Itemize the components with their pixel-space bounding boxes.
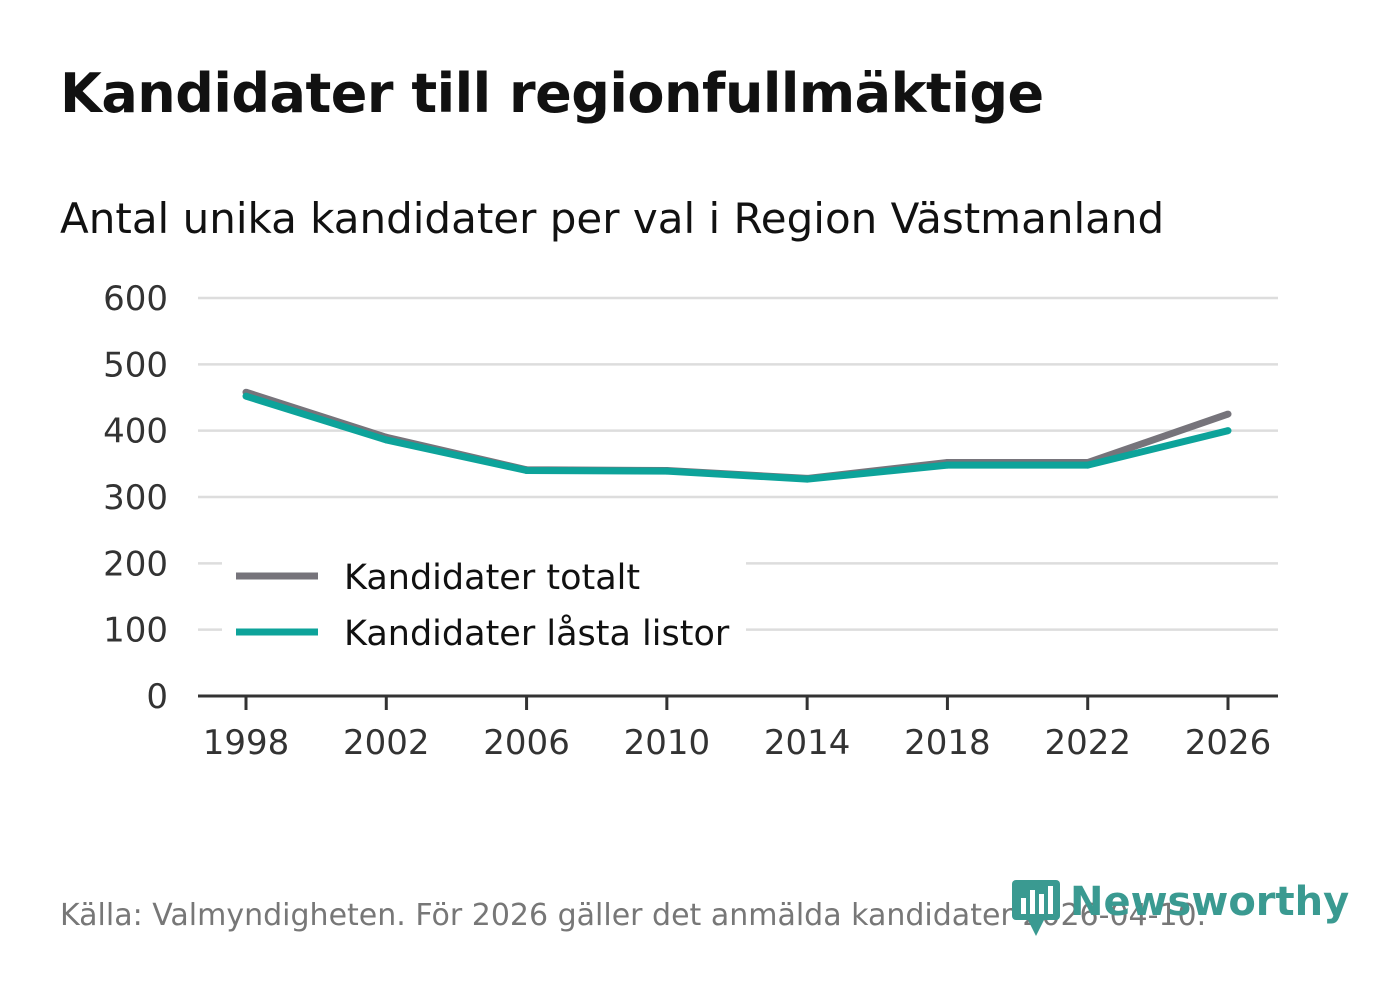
point-total-2026	[1224, 410, 1232, 418]
y-tick-label: 200	[103, 544, 168, 584]
legend-background	[222, 548, 746, 664]
y-tick-label: 500	[103, 345, 168, 385]
x-axis-ticks: 1998 2002 2006 2010 2014 2018 2022 2026	[203, 696, 1272, 763]
x-tick-label: 2022	[1044, 723, 1131, 763]
point-locked-2006	[523, 466, 531, 474]
y-tick-label: 300	[103, 478, 168, 518]
x-tick-label: 2014	[764, 723, 851, 763]
chart-title: Kandidater till regionfullmäktige	[60, 62, 1044, 125]
chart-subtitle: Antal unika kandidater per val i Region …	[60, 194, 1165, 243]
y-axis-ticks: 0 100 200 300 400 500 600	[103, 279, 168, 717]
y-tick-label: 100	[103, 611, 168, 651]
x-tick-label: 2018	[904, 723, 991, 763]
point-locked-1998	[242, 392, 250, 400]
legend: Kandidater totalt Kandidater låsta listo…	[222, 548, 746, 664]
legend-label-locked: Kandidater låsta listor	[344, 613, 730, 654]
point-locked-2002	[382, 436, 390, 444]
x-tick-label: 2006	[483, 723, 570, 763]
point-locked-2026	[1224, 427, 1232, 435]
series-line-locked	[244, 392, 1229, 483]
point-locked-2018	[943, 461, 951, 469]
x-tick-label: 2026	[1185, 723, 1272, 763]
point-locked-2010	[663, 467, 671, 475]
brand-logo: Newsworthy	[1010, 878, 1349, 940]
y-tick-label: 0	[146, 677, 168, 717]
x-tick-label: 1998	[203, 723, 290, 763]
point-locked-2022	[1084, 461, 1092, 469]
series-lines	[242, 388, 1232, 483]
y-tick-label: 600	[103, 279, 168, 319]
brand-name: Newsworthy	[1070, 879, 1350, 925]
y-tick-label: 400	[103, 412, 168, 452]
legend-label-total: Kandidater totalt	[344, 558, 640, 598]
newsworthy-icon	[1012, 880, 1060, 936]
point-locked-2014	[803, 475, 811, 483]
x-tick-label: 2002	[343, 723, 430, 763]
x-tick-label: 2010	[624, 723, 711, 763]
